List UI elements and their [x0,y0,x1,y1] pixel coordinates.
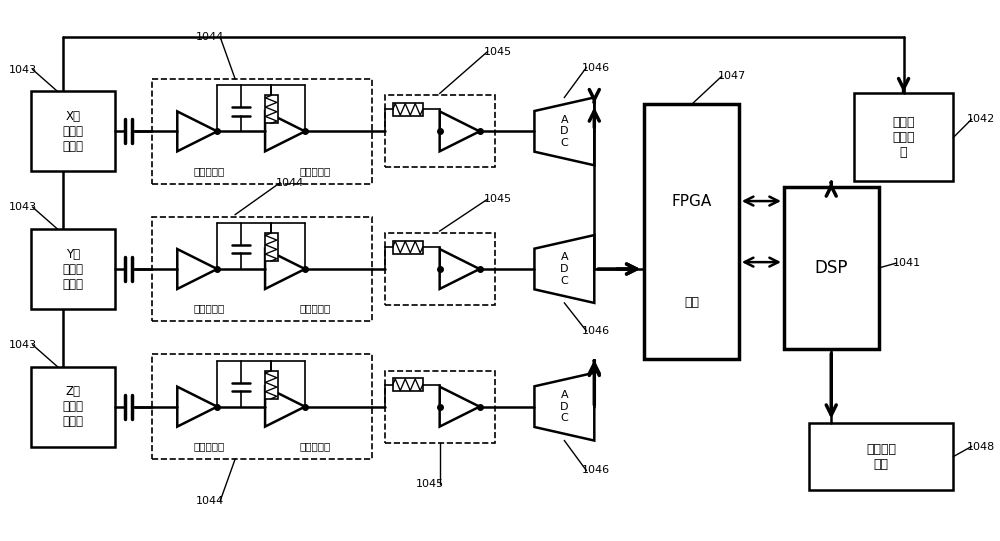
Text: 1043: 1043 [9,340,37,350]
Text: A
D
C: A D C [560,253,569,286]
Text: 高通滤波器: 高通滤波器 [194,166,225,176]
Bar [784,187,879,349]
Text: 1045: 1045 [483,47,512,57]
Bar [385,233,495,305]
Text: 低通滤波器: 低通滤波器 [299,441,331,451]
Text: 1043: 1043 [9,202,37,212]
Text: 低通滤波器: 低通滤波器 [299,166,331,176]
Bar [385,95,495,167]
Bar [31,229,115,309]
Bar [31,367,115,446]
Text: 1041: 1041 [893,258,921,268]
Text: Y轴
磁通门
传感器: Y轴 磁通门 传感器 [63,247,84,291]
Text: 1045: 1045 [483,194,512,204]
Bar [644,104,739,359]
Bar [385,371,495,443]
Text: 1046: 1046 [582,465,610,476]
Text: 1043: 1043 [9,64,37,75]
Text: 磁通门
驱动电
路: 磁通门 驱动电 路 [892,116,915,159]
Text: 高通滤波器: 高通滤波器 [194,304,225,313]
Text: 1045: 1045 [416,479,444,490]
Bar [31,91,115,171]
Bar [809,423,953,491]
Text: 1048: 1048 [967,441,996,452]
Bar [265,95,278,123]
Text: 1044: 1044 [196,32,224,42]
Bar [152,216,372,321]
Text: 1046: 1046 [582,326,610,336]
Bar [152,354,372,459]
Text: 1046: 1046 [582,63,610,72]
Bar [393,241,423,254]
Text: 1047: 1047 [717,71,746,82]
Text: 低通滤波器: 低通滤波器 [299,304,331,313]
Text: A
D
C: A D C [560,115,569,148]
Bar [393,378,423,391]
Text: 总线: 总线 [684,296,699,309]
Bar [265,233,278,261]
Bar [854,94,953,181]
Text: DSP: DSP [814,259,848,277]
Text: FPGA: FPGA [671,194,712,209]
Text: 1044: 1044 [196,496,224,506]
Text: 高通滤波器: 高通滤波器 [194,441,225,451]
Bar [152,79,372,184]
Text: 总线隔离
模块: 总线隔离 模块 [866,443,896,471]
Text: 1044: 1044 [276,178,304,188]
Text: Z轴
磁通门
传感器: Z轴 磁通门 传感器 [63,385,84,428]
Text: A
D
C: A D C [560,390,569,423]
Bar [393,103,423,116]
Bar [265,371,278,399]
Text: X轴
磁通门
传感器: X轴 磁通门 传感器 [63,110,84,153]
Text: 1042: 1042 [967,114,996,124]
